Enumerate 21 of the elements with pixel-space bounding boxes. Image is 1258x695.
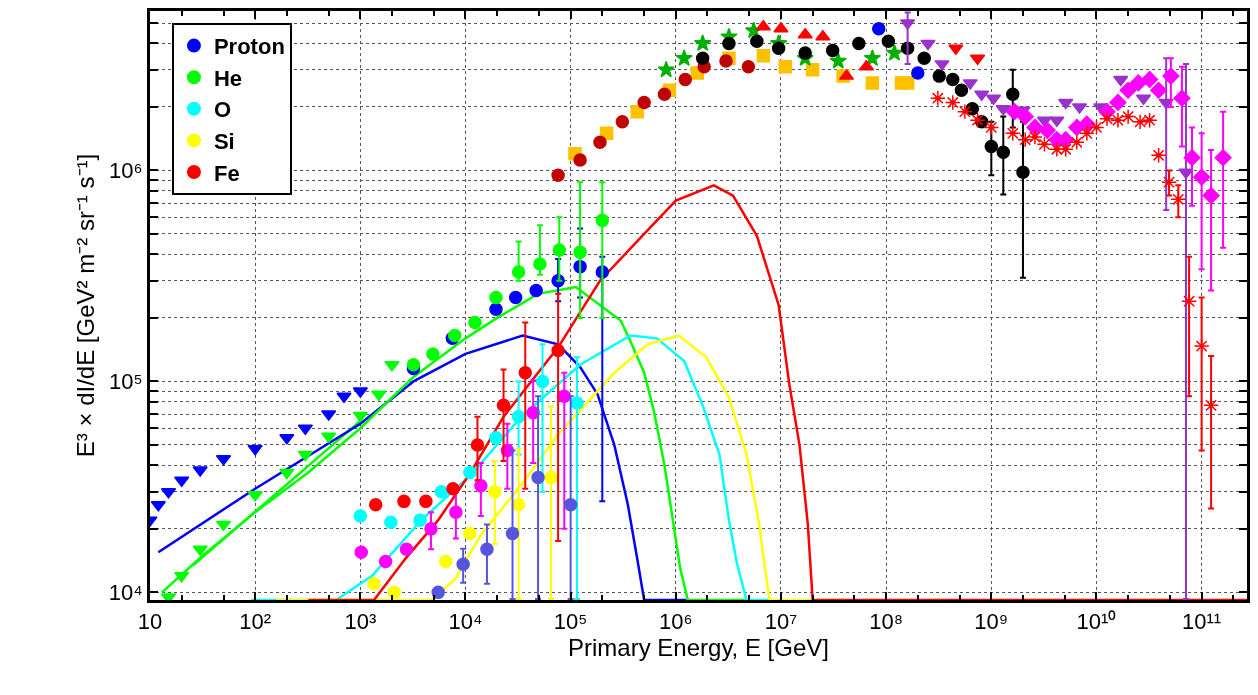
y-tick-label: 10⁶ [109, 158, 143, 184]
legend-label: Si [213, 128, 235, 154]
legend-label: He [213, 65, 243, 91]
legend-label: O [213, 97, 232, 123]
y-axis-title: E³ × dI/dE [GeV² m⁻² sr⁻¹ s⁻¹] [71, 153, 99, 458]
x-axis-title: Primary Energy, E [GeV] [568, 634, 829, 662]
y-tick-label: 10⁴ [108, 580, 143, 606]
x-tick-label: 10 [137, 609, 163, 635]
x-tick-label: 10¹⁰ [1076, 609, 1117, 635]
x-tick-label: 10² [239, 609, 272, 635]
legend-label: Fe [213, 160, 240, 186]
x-tick-label: 10⁷ [764, 609, 798, 635]
x-tick-label: 10⁵ [553, 609, 588, 635]
y-tick-label: 10⁵ [109, 369, 143, 395]
x-tick-label: 10⁸ [869, 609, 904, 635]
x-tick-label: 10¹¹ [1182, 609, 1222, 635]
x-tick-label: 10³ [344, 609, 377, 635]
x-tick-label: 10⁶ [659, 609, 693, 635]
legend-label: Proton [213, 34, 285, 60]
x-tick-label: 10⁹ [974, 609, 1009, 635]
x-tick-label: 10⁴ [448, 609, 483, 635]
